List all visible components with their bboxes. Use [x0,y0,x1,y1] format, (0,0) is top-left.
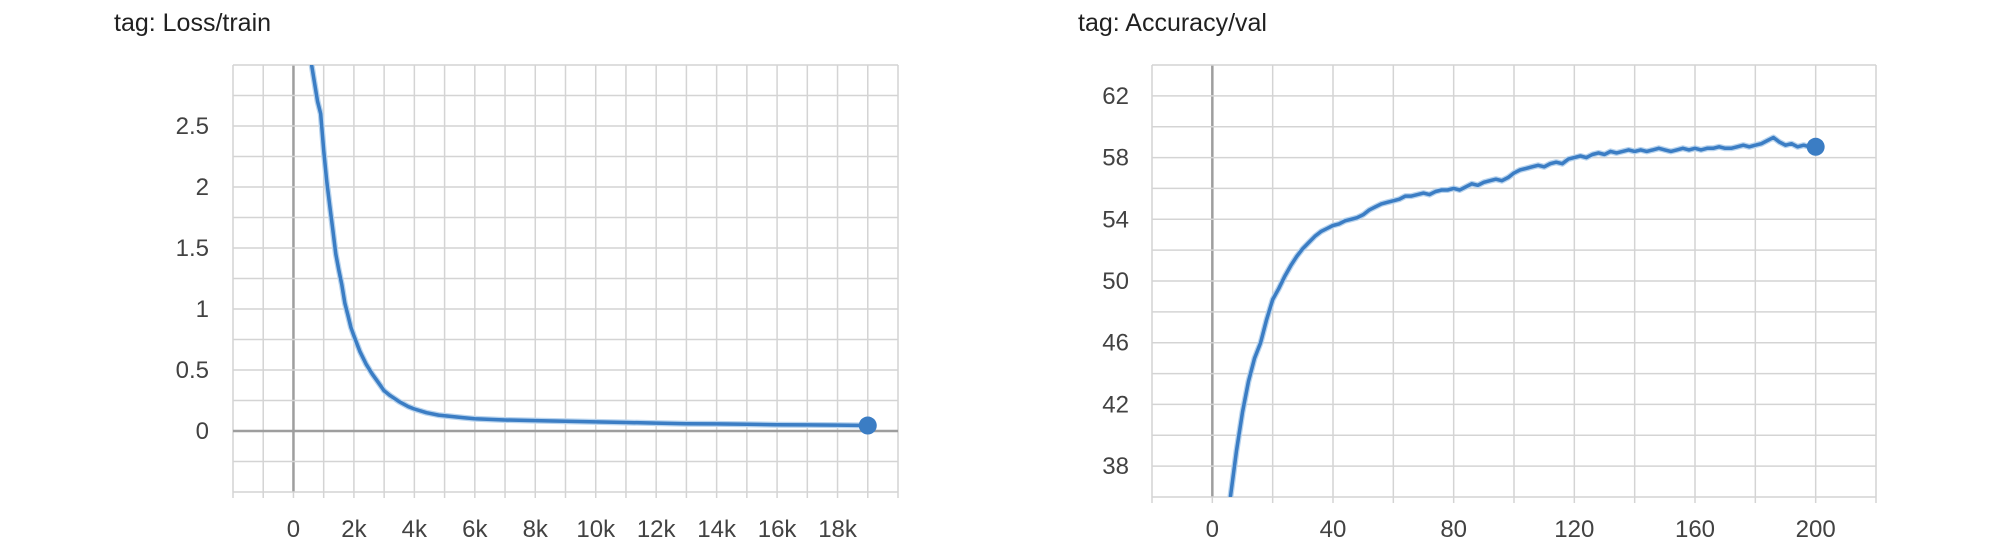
y-tick-label: 62 [1102,83,1129,110]
y-tick-label: 1 [196,296,209,323]
chart-title-loss: tag: Loss/train [114,9,272,37]
x-tick-label: 4k [402,516,428,543]
endpoint-marker[interactable] [1806,137,1825,156]
x-tick-label: 8k [523,516,549,543]
series-raw-line [1227,134,1816,497]
x-tick-label: 2k [341,516,367,543]
x-tick-label: 14k [697,516,737,543]
y-tick-label: 2.5 [176,113,209,140]
chart-title-accuracy: tag: Accuracy/val [1078,9,1267,37]
y-tick-label: 0 [196,418,209,445]
y-tick-label: 46 [1102,330,1129,357]
x-tick-label: 160 [1675,516,1715,543]
x-tick-label: 0 [1206,516,1219,543]
series-raw-line [308,65,868,429]
endpoint-marker[interactable] [858,416,877,435]
x-tick-label: 80 [1440,516,1467,543]
x-tick-label: 200 [1796,516,1836,543]
y-tick-label: 0.5 [176,357,209,384]
y-tick-label: 2 [196,174,209,201]
x-tick-label: 10k [576,516,616,543]
accuracy-val-chart: 0 40 80 120 160 200 38 42 46 50 54 58 62 [1102,64,1877,543]
x-tick-label: 6k [462,516,488,543]
series-line [1228,135,1818,497]
loss-train-chart: 0 2k 4k 6k 8k 10k 12k 14k 16k 18k 0 0.5 1 1.5 2 2.5 [176,64,899,543]
x-tick-label: 16k [758,516,798,543]
y-tick-label: 50 [1102,268,1129,295]
x-tick-label: 18k [818,516,858,543]
x-tick-label: 40 [1320,516,1347,543]
x-tick-label: 0 [287,516,300,543]
series-line [309,65,870,428]
y-tick-label: 38 [1102,453,1129,480]
y-tick-label: 58 [1102,145,1129,172]
y-tick-label: 54 [1102,206,1129,233]
y-tick-label: 1.5 [176,235,209,262]
y-tick-label: 42 [1102,391,1129,418]
x-tick-label: 120 [1554,516,1594,543]
x-tick-label: 12k [637,516,677,543]
